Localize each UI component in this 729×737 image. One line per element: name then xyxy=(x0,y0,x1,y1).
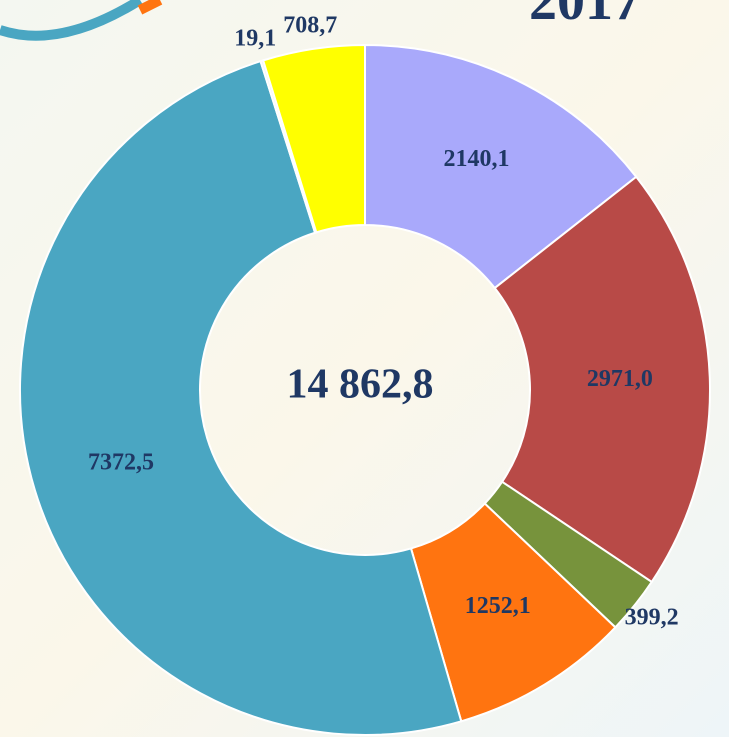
data-label: 7372,5 xyxy=(88,450,154,476)
data-label: 2140,1 xyxy=(443,146,509,172)
center-label: 14 862,8 xyxy=(287,362,434,408)
data-label: 2971,0 xyxy=(587,366,653,392)
data-label: 708,7 xyxy=(283,13,337,39)
chart: 2017 14 862,8 2140,1 2971,0 399,2 1252,1 737… xyxy=(0,0,729,737)
chart-title: 2017 xyxy=(529,0,641,32)
data-label: 19,1 xyxy=(234,25,276,51)
data-label: 399,2 xyxy=(625,605,679,631)
data-label: 1252,1 xyxy=(465,593,531,619)
